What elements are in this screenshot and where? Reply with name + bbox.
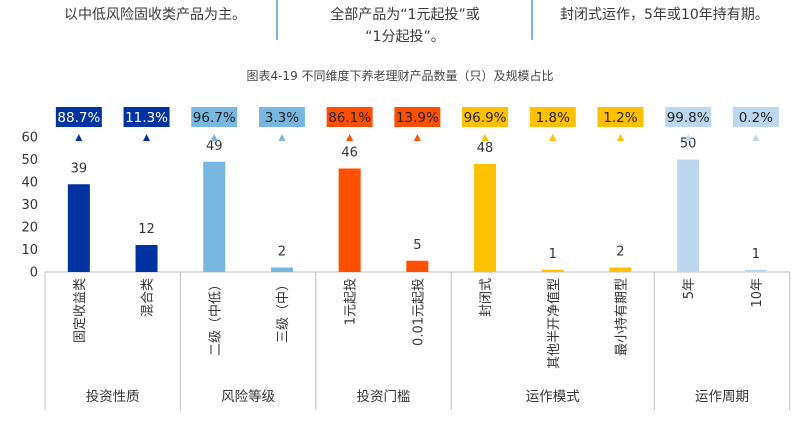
bar <box>406 260 429 272</box>
group-label: 运作周期 <box>695 389 749 405</box>
share-marker <box>143 134 151 141</box>
category-label: 固定收益类 <box>73 278 88 343</box>
category-label: 10年 <box>750 278 765 308</box>
bar <box>203 161 226 272</box>
top-note-middle-line1: 全部产品为“1元起投”或 <box>330 7 480 23</box>
category-label: 其他半开净值型 <box>546 278 562 369</box>
share-box <box>123 107 170 127</box>
y-tick-label: 20 <box>21 221 38 236</box>
category-label: 0.01元起投 <box>410 278 426 346</box>
bar-value-label: 48 <box>477 141 494 156</box>
share-box <box>55 107 102 127</box>
share-label: 0.2% <box>739 110 773 126</box>
share-label: 1.2% <box>603 110 637 126</box>
y-tick-label: 50 <box>21 153 38 168</box>
share-label: 86.1% <box>328 110 371 126</box>
category-label: 混合类 <box>141 278 156 317</box>
y-tick-label: 10 <box>21 243 38 258</box>
y-tick-label: 30 <box>21 198 38 213</box>
group-label: 投资性质 <box>86 389 140 405</box>
share-label: 11.3% <box>125 110 168 126</box>
bar <box>67 184 90 272</box>
bar-value-label: 2 <box>278 245 286 260</box>
bar-value-label: 39 <box>71 161 88 176</box>
category-label: 三级（中） <box>276 278 291 343</box>
share-marker <box>684 134 692 141</box>
share-label: 99.8% <box>667 110 710 126</box>
group-label: 投资门槛 <box>357 389 411 405</box>
share-box <box>529 107 576 127</box>
category-label: 封闭式 <box>479 278 494 317</box>
share-label: 3.3% <box>265 110 299 126</box>
category-label: 1元起投 <box>343 278 359 325</box>
bar <box>474 164 497 272</box>
bar-value-label: 1 <box>752 247 760 262</box>
top-note-middle: 全部产品为“1元起投”或 “1分起投”。 <box>305 4 505 48</box>
share-marker <box>210 134 218 141</box>
share-label: 1.8% <box>536 110 570 126</box>
y-tick-label: 40 <box>21 176 38 191</box>
share-marker <box>278 134 286 141</box>
share-marker <box>346 134 354 141</box>
share-box <box>665 107 712 127</box>
bar <box>270 267 293 272</box>
bar-value-label: 5 <box>413 238 421 253</box>
y-tick-label: 60 <box>21 131 38 146</box>
top-note-right: 封闭式运作，5年或10年持有期。 <box>560 7 769 23</box>
share-marker <box>413 134 421 141</box>
group-label: 运作模式 <box>526 389 580 405</box>
bar <box>677 159 700 272</box>
top-note-middle-line2: “1分起投”。 <box>365 29 445 45</box>
share-box <box>394 107 441 127</box>
share-box <box>462 107 509 127</box>
share-marker <box>481 134 489 141</box>
share-label: 88.7% <box>57 110 100 126</box>
share-label: 13.9% <box>396 110 439 126</box>
bar-value-label: 12 <box>138 222 155 237</box>
bar-value-label: 49 <box>206 139 223 154</box>
bar-value-label: 1 <box>549 247 557 262</box>
top-note-left: 以中低风险固收类产品为主。 <box>64 7 246 23</box>
bar <box>541 269 564 272</box>
bar <box>135 245 158 272</box>
share-box <box>732 107 779 127</box>
share-marker <box>752 134 760 141</box>
category-label: 最小持有期型 <box>614 278 629 356</box>
bar <box>609 267 632 272</box>
bar-value-label: 50 <box>680 137 697 152</box>
bar <box>744 269 767 272</box>
top-separator <box>531 0 533 40</box>
category-label: 二级（中低） <box>208 278 223 356</box>
top-separator <box>276 0 278 40</box>
category-label: 5年 <box>682 278 697 299</box>
share-label: 96.7% <box>193 110 236 126</box>
share-marker <box>616 134 624 141</box>
share-box <box>326 107 373 127</box>
share-box <box>258 107 305 127</box>
share-box <box>191 107 238 127</box>
share-label: 96.9% <box>464 110 507 126</box>
y-tick-label: 0 <box>30 266 38 281</box>
share-box <box>597 107 644 127</box>
bar <box>338 168 361 272</box>
share-marker <box>75 134 83 141</box>
bar-value-label: 2 <box>616 245 624 260</box>
bar-value-label: 46 <box>341 146 358 161</box>
chart-title: 图表4-19 不同维度下养老理财产品数量（只）及规模占比 <box>246 69 554 83</box>
group-label: 风险等级 <box>221 388 275 405</box>
share-marker <box>549 134 557 141</box>
